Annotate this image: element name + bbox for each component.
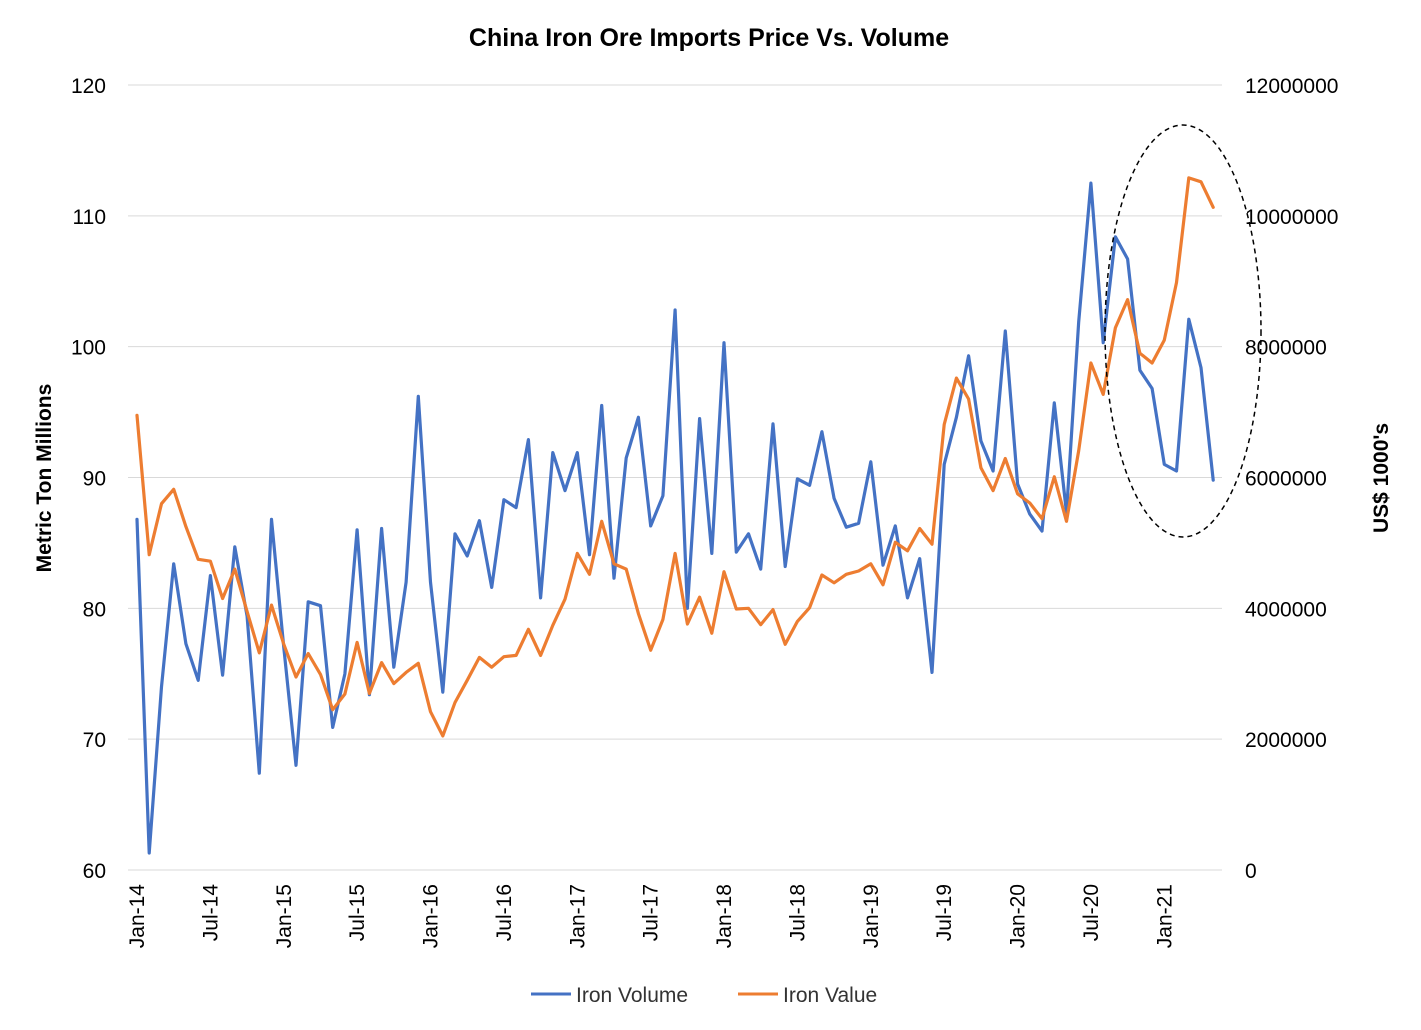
left-tick-label: 60 (83, 860, 106, 883)
chart-title: China Iron Ore Imports Price Vs. Volume (469, 24, 949, 52)
x-tick-label: Jan-21 (1153, 884, 1176, 948)
x-tick-label: Jan-18 (713, 884, 736, 948)
left-tick-label: 70 (83, 729, 106, 752)
series-line-iron-value (135, 176, 1215, 738)
legend: Iron Volume Iron Value (531, 984, 877, 1007)
left-axis-title: Metric Ton Millions (33, 384, 56, 573)
right-axis-title: US$ 1000's (1370, 423, 1393, 533)
left-tick-label: 100 (71, 337, 106, 360)
x-tick-label: Jul-15 (346, 884, 369, 941)
x-axis-ticks: Jan-14 Jul-14 Jan-15 Jul-15 Jan-16 Jul-16 Jan-… (126, 884, 1176, 949)
highlight-ellipse (1104, 124, 1262, 538)
left-tick-label: 90 (83, 468, 106, 491)
x-tick-label: Jan-19 (860, 884, 883, 948)
right-tick-label: 4000000 (1245, 598, 1327, 621)
right-axis-ticks: 0 2000000 4000000 6000000 8000000 10000000 120… (1245, 75, 1338, 883)
right-tick-label: 8000000 (1245, 337, 1327, 360)
left-tick-label: 120 (71, 75, 106, 98)
right-tick-label: 2000000 (1245, 729, 1327, 752)
legend-label-value: Iron Value (783, 984, 877, 1007)
right-tick-label: 0 (1245, 860, 1257, 883)
x-tick-label: Jul-14 (199, 884, 222, 942)
x-tick-label: Jan-20 (1007, 884, 1030, 948)
right-tick-label: 6000000 (1245, 468, 1327, 491)
right-tick-label: 10000000 (1245, 206, 1338, 229)
x-tick-label: Jan-17 (566, 884, 589, 948)
series-line-iron-volume (135, 181, 1215, 855)
x-tick-label: Jul-16 (493, 884, 516, 941)
series-lines (135, 176, 1215, 855)
x-tick-label: Jan-14 (126, 884, 149, 949)
gridlines (128, 84, 1222, 871)
x-tick-label: Jan-15 (273, 884, 296, 948)
x-tick-label: Jan-16 (420, 884, 443, 948)
x-tick-label: Jul-18 (786, 884, 809, 941)
x-tick-label: Jul-17 (640, 884, 663, 941)
left-tick-label: 80 (83, 598, 106, 621)
left-tick-label: 110 (73, 206, 106, 229)
right-tick-label: 12000000 (1245, 75, 1338, 98)
x-tick-label: Jul-19 (933, 884, 956, 941)
left-axis-ticks: 60 70 80 90 100 110 120 (71, 75, 106, 883)
legend-label-volume: Iron Volume (576, 984, 688, 1007)
x-tick-label: Jul-20 (1080, 884, 1103, 941)
